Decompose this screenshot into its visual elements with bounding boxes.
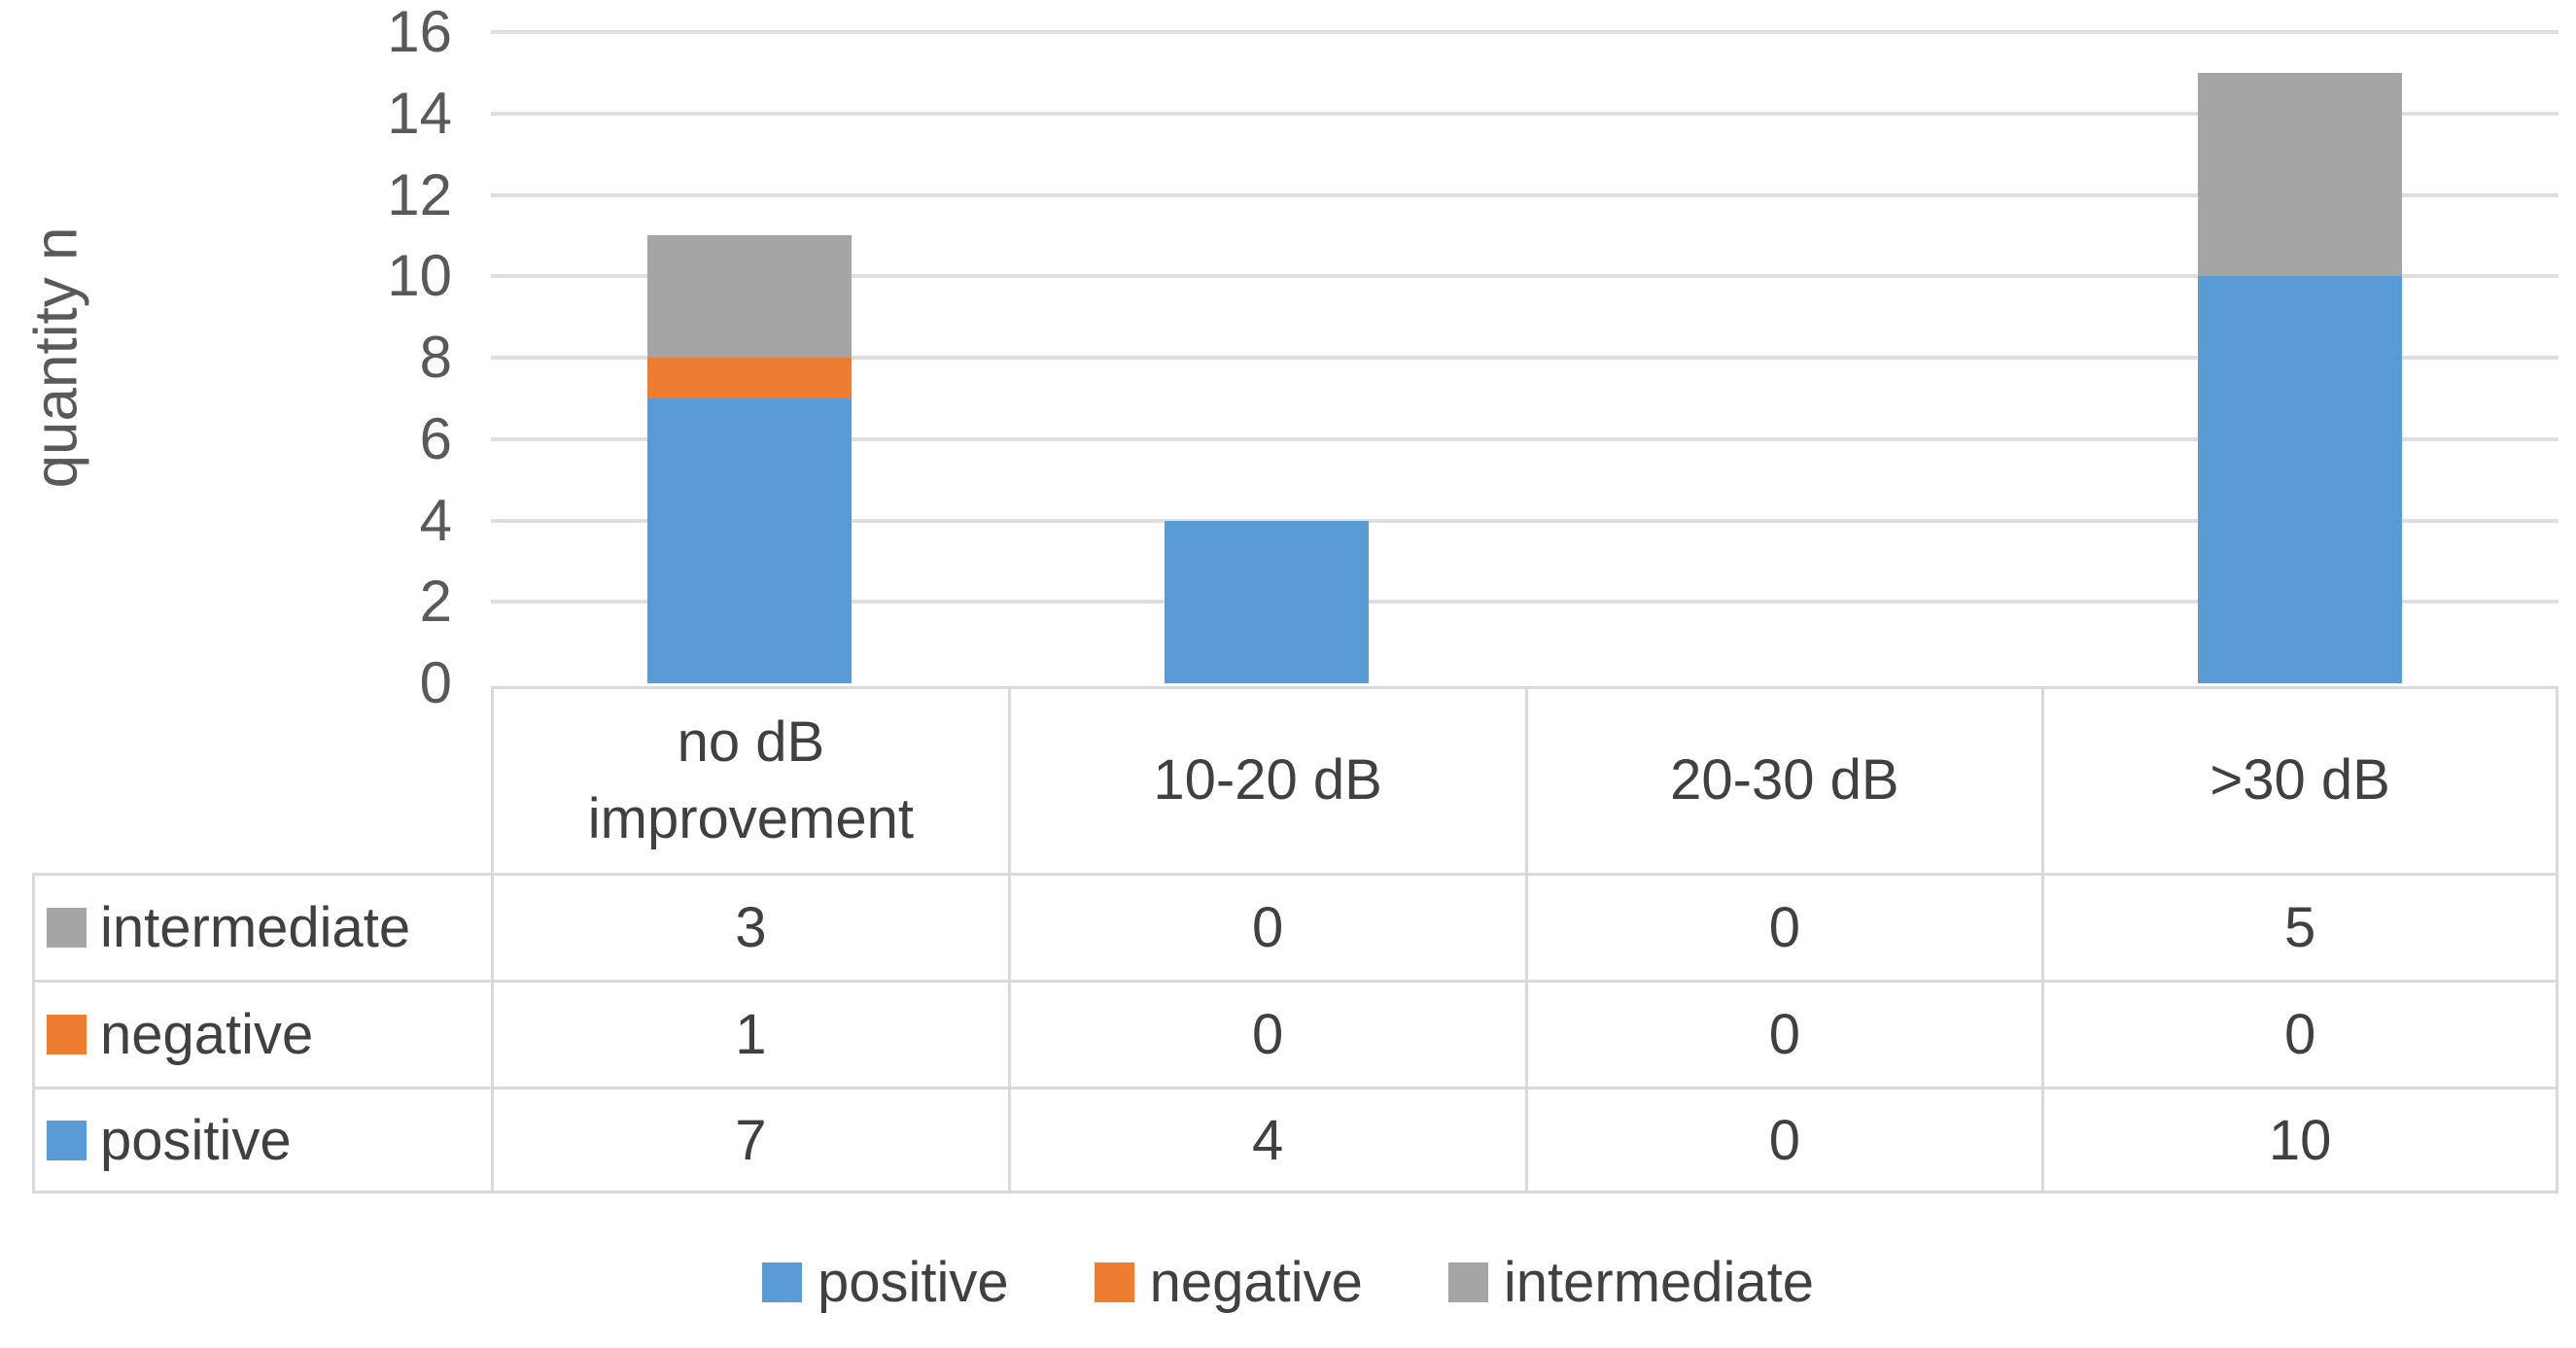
table-value-cell: 0 [1524,1087,2042,1193]
table-row-label-text: intermediate [100,896,411,959]
y-tick-label: 16 [387,0,452,64]
y-tick-label: 4 [419,487,452,553]
table-row-label-text: positive [100,1108,292,1172]
bar-segment-positive [646,397,852,683]
table-value-cell: 5 [2041,873,2559,980]
intermediate-series-swatch [47,908,87,948]
table-value-cell: 10 [2041,1087,2559,1193]
bar-segment-intermediate [646,235,852,358]
gridline [491,436,2559,441]
chart-legend: positive negative intermediate [0,1236,2576,1329]
legend-item-positive: positive [761,1250,1009,1314]
table-header-cell: no dB improvement [491,686,1008,873]
y-tick-label: 8 [419,325,452,390]
table-row-label: negative [32,980,491,1087]
y-axis-title: quantity n [22,226,90,489]
intermediate-legend-swatch [1447,1262,1488,1302]
table-row-label-text: negative [100,1003,314,1066]
positive-series-swatch [47,1120,87,1160]
bar-segment-intermediate [2198,72,2403,277]
y-tick-label: 2 [419,569,452,635]
gridline [491,274,2559,279]
table-value-cell: 3 [491,873,1008,980]
table-header-cell: >30 dB [2041,686,2559,873]
y-tick-label: 12 [387,161,452,227]
legend-item-intermediate: intermediate [1447,1250,1815,1314]
gridline [491,518,2559,523]
legend-item-negative: negative [1094,1250,1363,1314]
y-tick-label: 0 [419,650,452,715]
legend-label: positive [817,1250,1009,1314]
table-value-cell: 0 [1524,980,2042,1087]
table-header-cell: 20-30 dB [1524,686,2042,873]
gridline [491,356,2559,360]
gridline [491,30,2559,34]
gridline [491,192,2559,197]
table-row-label: positive [32,1087,491,1193]
bar-segment-positive [2198,276,2403,683]
table-value-cell: 4 [1007,1087,1525,1193]
y-tick-label: 14 [387,80,452,146]
gridline [491,111,2559,116]
table-header-cell: 10-20 dB [1007,686,1525,873]
gridline [491,600,2559,605]
bar-segment-negative [646,358,852,398]
table-value-cell: 7 [491,1087,1008,1193]
bar-segment-positive [1164,520,1369,683]
table-value-cell: 0 [1007,980,1525,1087]
table-value-cell: 1 [491,980,1008,1087]
table-value-cell: 0 [2041,980,2559,1087]
legend-label: intermediate [1503,1250,1815,1314]
y-tick-label: 6 [419,405,452,471]
table-row-label: intermediate [32,873,491,980]
negative-series-swatch [47,1015,87,1054]
legend-label: negative [1149,1250,1363,1314]
positive-legend-swatch [761,1262,802,1302]
table-value-cell: 0 [1007,873,1525,980]
table-value-cell: 0 [1524,873,2042,980]
negative-legend-swatch [1094,1262,1134,1302]
y-tick-label: 10 [387,243,452,309]
